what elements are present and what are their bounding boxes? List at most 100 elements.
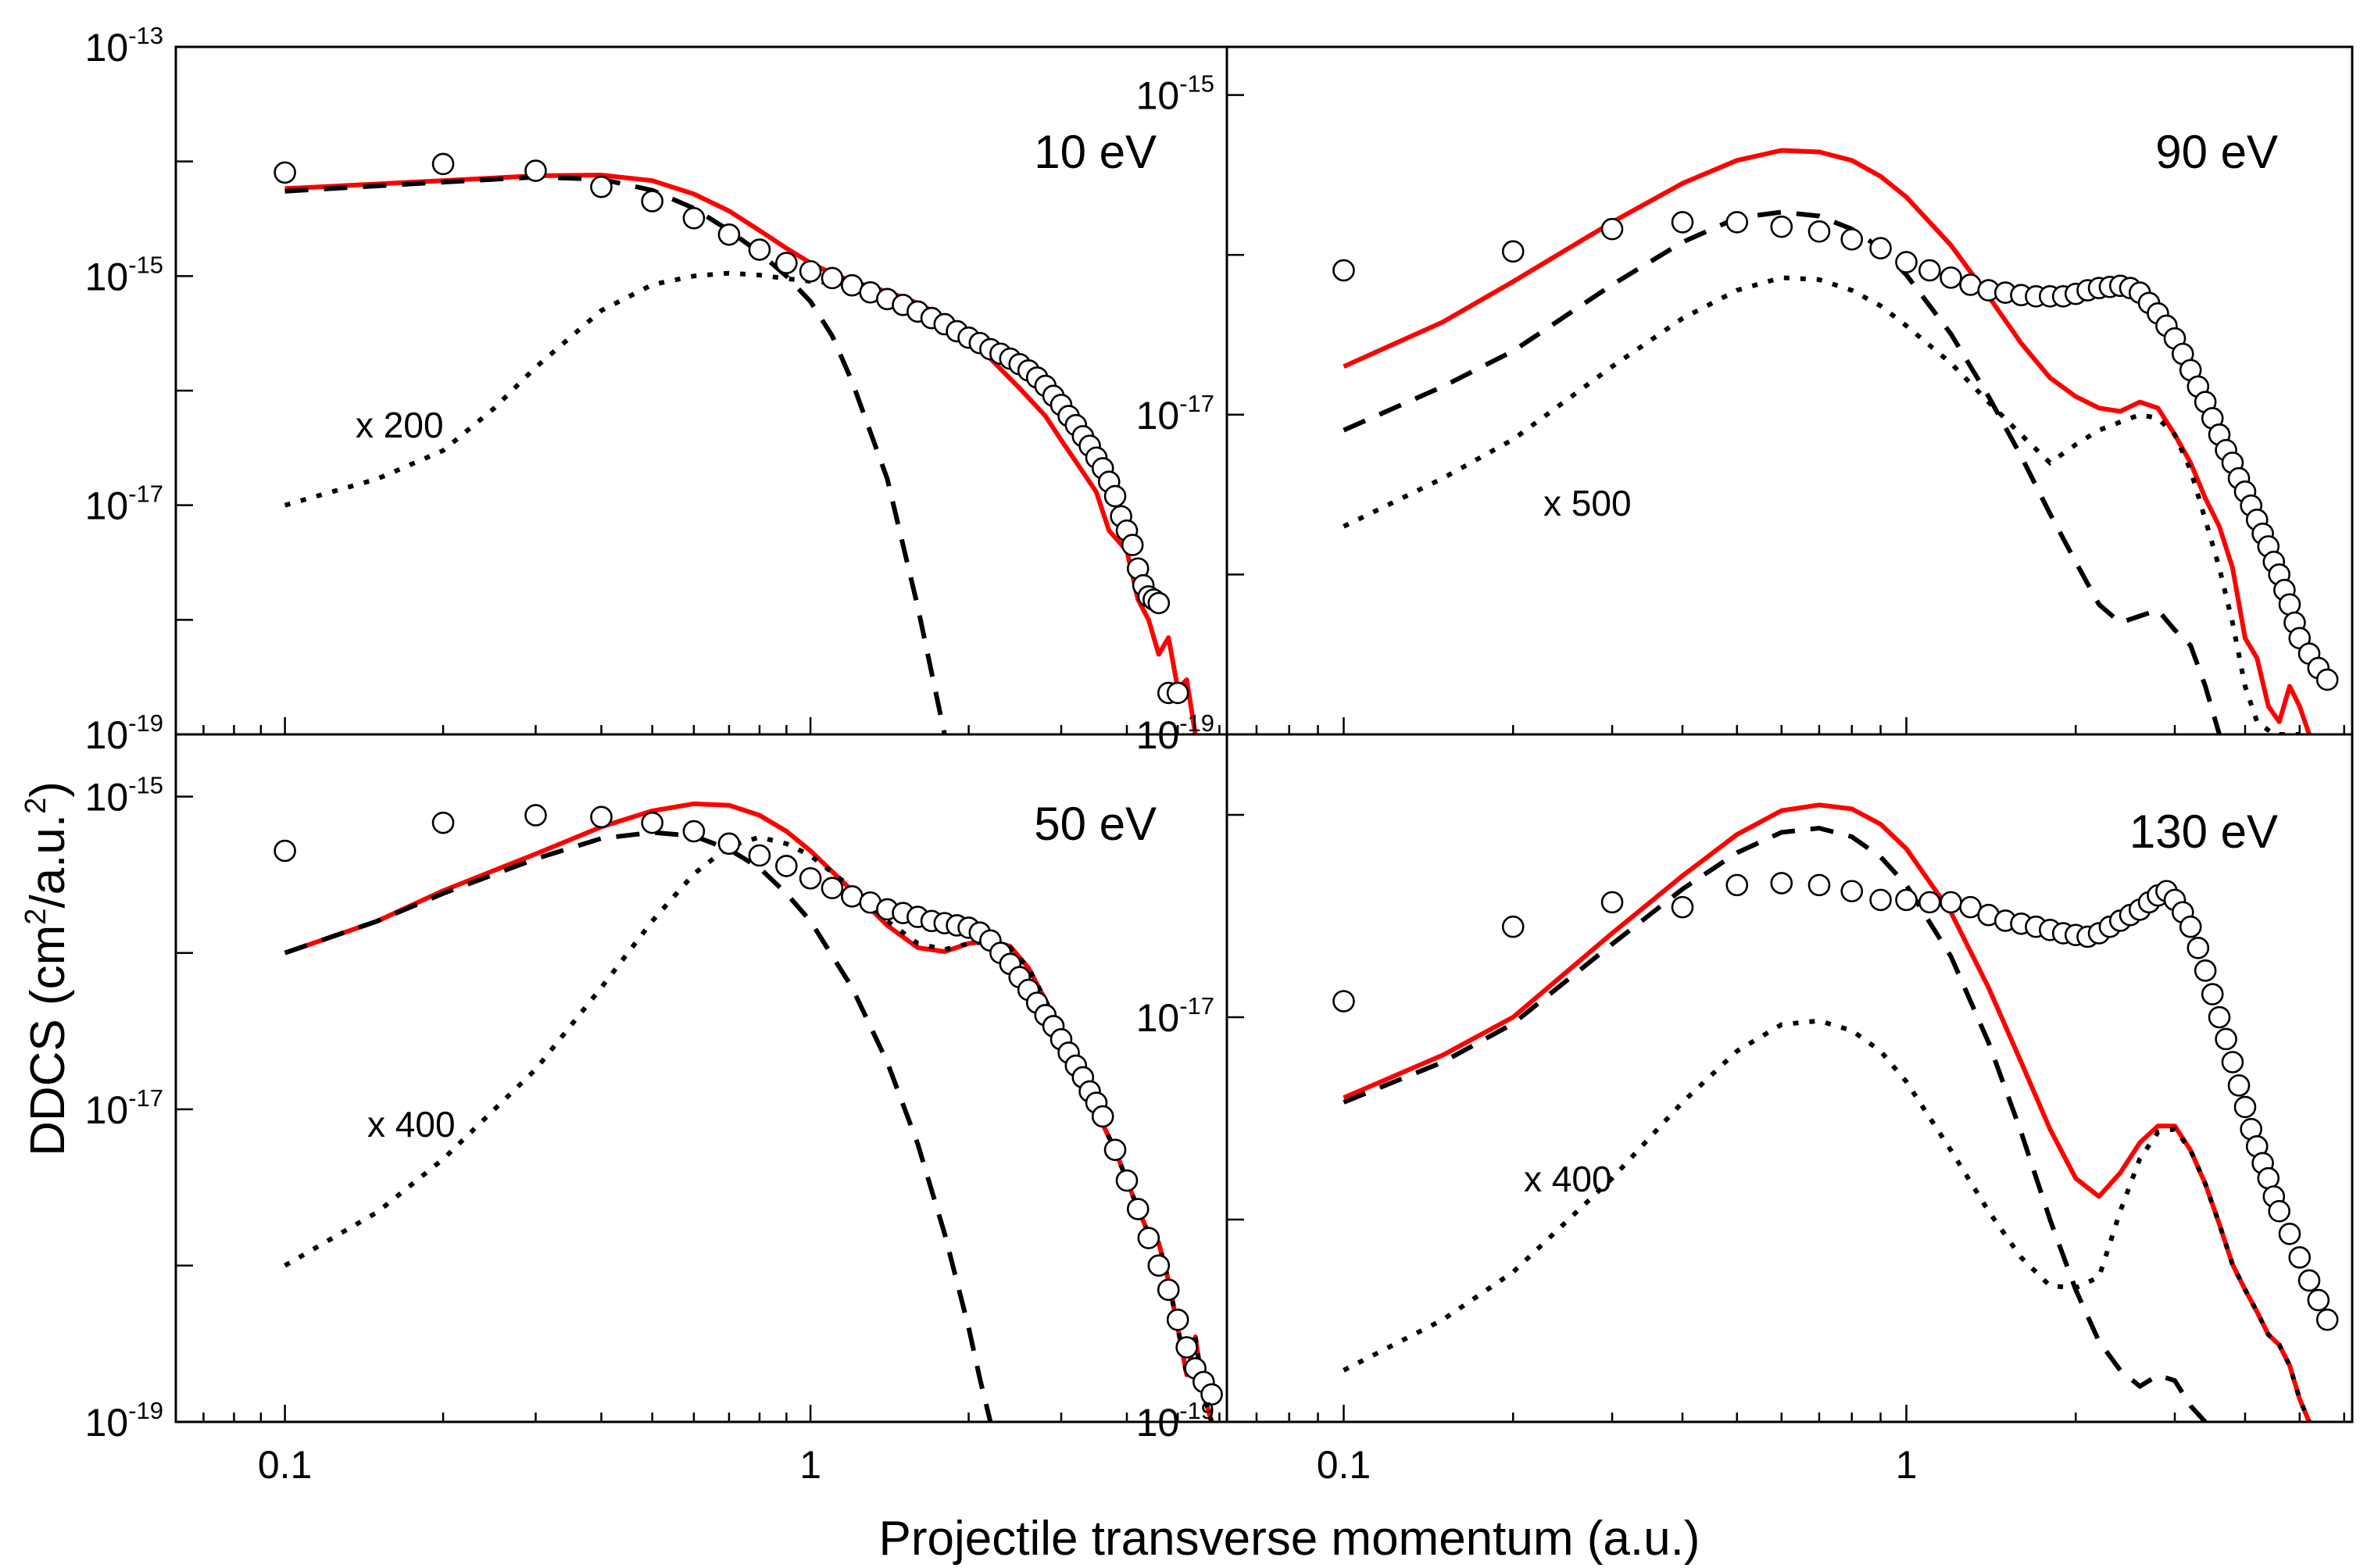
- y-tick-base: 10: [85, 1088, 129, 1132]
- y-tick-base: 10: [1136, 394, 1180, 438]
- energy-label: 10 eV: [1034, 126, 1157, 178]
- x-tick-label: 1: [799, 1443, 821, 1487]
- experiment-point: [274, 161, 296, 184]
- experiment-point: [1157, 1278, 1180, 1302]
- x-tick-label: 0.1: [1317, 1443, 1371, 1487]
- x-tick-label: 0.1: [258, 1443, 313, 1487]
- experiment-point: [1332, 990, 1355, 1013]
- plot-area: [1332, 148, 2339, 734]
- experiment-point: [1770, 872, 1793, 895]
- experiment-point: [2208, 1005, 2231, 1029]
- y-tick-label: 10-19: [1136, 1397, 1214, 1445]
- y-axis-title-sup1: 2: [20, 909, 52, 925]
- experiment-point: [431, 152, 455, 176]
- energy-label: 130 eV: [2129, 805, 2278, 858]
- experiment-point: [1332, 259, 1355, 282]
- experiment-point: [2179, 915, 2202, 938]
- experiment-point: [748, 844, 771, 867]
- y-axis-title-mid: /a.u.: [21, 814, 75, 909]
- theory-total-line: [1343, 148, 2312, 734]
- experiment-point: [1501, 240, 1525, 263]
- experiment-point: [2187, 937, 2210, 959]
- experiment-point: [1147, 1254, 1171, 1277]
- experiment-point: [1671, 895, 1694, 919]
- y-tick-base: 10: [1136, 1401, 1180, 1445]
- theory-dotted-line: [1343, 275, 2300, 734]
- y-tick-label: 10-17: [1136, 992, 1214, 1040]
- y-tick-base: 10: [85, 26, 129, 70]
- y-tick-label: 10-17: [85, 1084, 163, 1132]
- y-tick-label: 10-15: [85, 251, 163, 298]
- experiment-point: [2278, 593, 2301, 616]
- experiment-point: [1103, 1138, 1127, 1162]
- y-tick-base: 10: [85, 1401, 129, 1445]
- energy-label: 90 eV: [2155, 126, 2278, 178]
- experiment-point: [1200, 1383, 1223, 1406]
- theory-dashed-line: [1343, 209, 2222, 734]
- experiment-point: [1121, 534, 1144, 556]
- y-tick-base: 10: [1136, 996, 1180, 1040]
- theory-dashed-line: [1343, 825, 2208, 1422]
- y-tick-exp: -15: [1179, 70, 1214, 98]
- experiment-point: [1940, 891, 1962, 914]
- experiment-point: [1940, 266, 1962, 289]
- experiment-point: [2221, 1051, 2244, 1073]
- experiment-point: [1600, 891, 1624, 914]
- experiment-point: [2201, 983, 2224, 1005]
- experiment-point: [717, 832, 741, 855]
- experiment-point: [1895, 251, 1918, 273]
- experiment-point: [1166, 681, 1189, 705]
- x-tick-label: 1: [1896, 1443, 1918, 1487]
- experiment-point: [1808, 873, 1831, 897]
- x-axis-title: Projectile transverse momentum (a.u.): [879, 1512, 1700, 1566]
- y-tick-exp: -19: [128, 1397, 163, 1424]
- y-tick-exp: -13: [128, 22, 163, 49]
- y-tick-base: 10: [1136, 74, 1180, 118]
- experiment-point: [2227, 1074, 2251, 1097]
- experiment-point: [748, 238, 771, 261]
- y-tick-exp: -15: [128, 251, 163, 278]
- y-tick-exp: -17: [1179, 390, 1214, 417]
- plot-area: [274, 801, 1223, 1422]
- y-tick-exp: -17: [128, 1084, 163, 1112]
- y-tick-exp: -19: [1179, 709, 1214, 737]
- experiment-point: [2307, 1288, 2330, 1312]
- experiment-point: [1147, 591, 1171, 615]
- experiment-point: [431, 811, 455, 834]
- experiment-point: [821, 877, 844, 899]
- scale-note: x 400: [367, 1104, 456, 1145]
- experiment-point: [799, 866, 822, 890]
- experiment-point: [524, 804, 547, 827]
- experiment-point: [1959, 895, 1982, 919]
- y-tick-exp: -19: [128, 709, 163, 737]
- experiment-point: [641, 190, 663, 213]
- theory-total-line: [284, 173, 1198, 734]
- y-tick-label: 10-13: [85, 22, 163, 70]
- experiment-point: [641, 811, 663, 834]
- experiment-point: [1600, 217, 1624, 241]
- scale-note: x 500: [1543, 483, 1632, 523]
- y-tick-label: 10-15: [1136, 70, 1214, 118]
- experiment-point: [1895, 888, 1918, 912]
- experiment-point: [1840, 880, 1864, 902]
- y-tick-exp: -17: [128, 480, 163, 508]
- y-axis-title-end: ): [21, 781, 75, 798]
- experiment-point: [821, 266, 844, 290]
- y-tick-label: 10-17: [85, 480, 163, 528]
- theory-dashed-line: [284, 174, 947, 734]
- experiment-point: [1808, 220, 1831, 243]
- experiment-point: [2194, 959, 2217, 982]
- y-axis-title: DDCS (cm2/a.u.2): [20, 781, 75, 1156]
- y-tick-exp: -19: [1179, 1397, 1214, 1424]
- y-tick-base: 10: [85, 776, 129, 820]
- experiment-point: [590, 175, 613, 198]
- experiment-point: [2288, 1246, 2312, 1269]
- experiment-point: [775, 855, 798, 877]
- experiment-point: [590, 805, 613, 829]
- experiment-point: [682, 206, 706, 230]
- experiment-point: [1115, 1169, 1139, 1192]
- experiment-point: [1725, 873, 1749, 897]
